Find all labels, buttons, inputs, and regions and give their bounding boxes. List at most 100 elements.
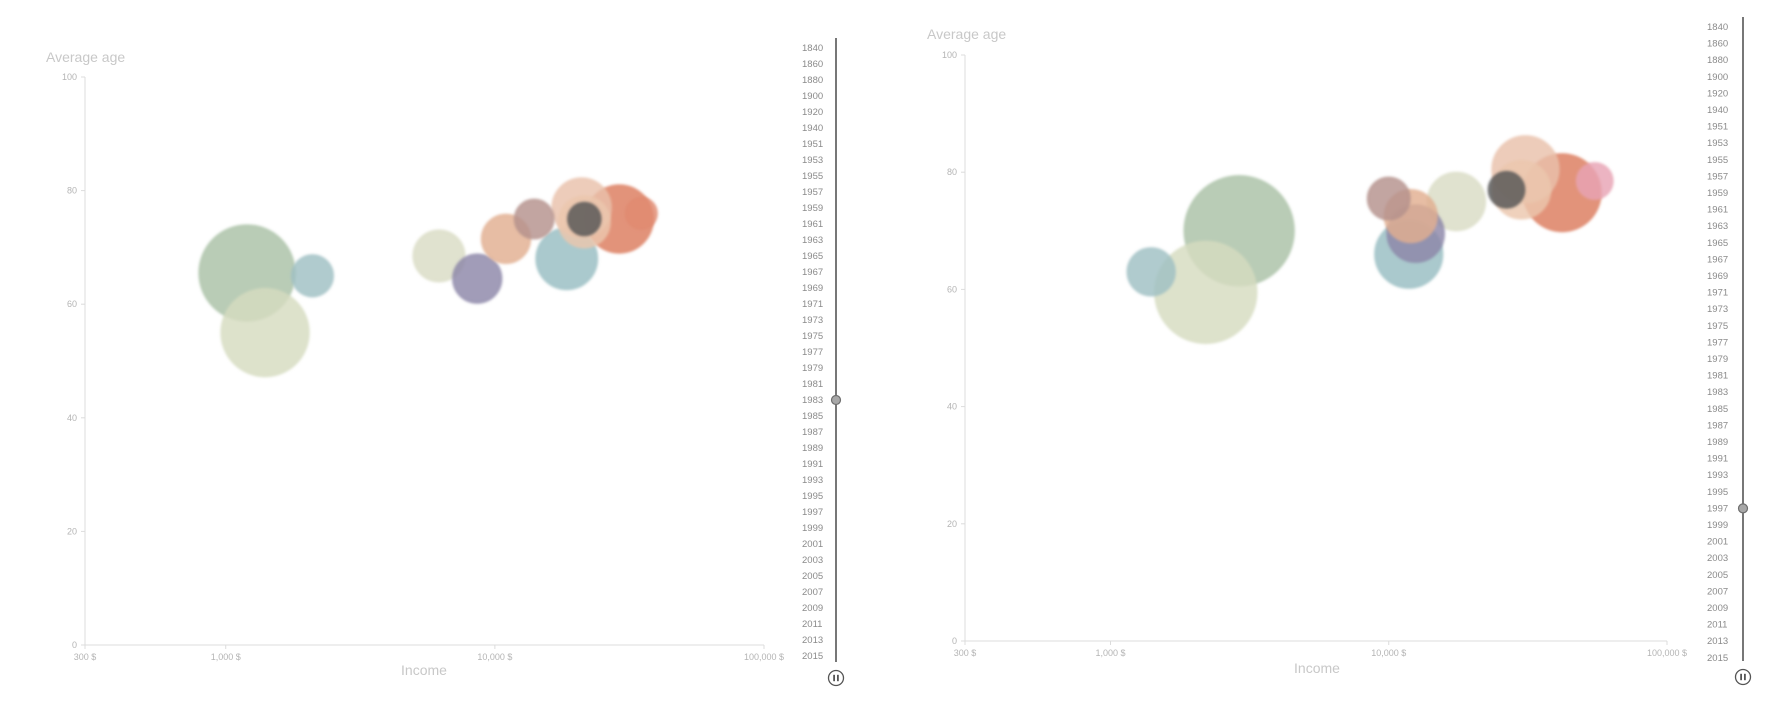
timeline-year-label[interactable]: 1997 [1707, 503, 1728, 514]
timeline-year-label[interactable]: 1961 [802, 219, 823, 230]
timeline-slider-handle[interactable] [830, 394, 842, 406]
y-tick-label: 60 [947, 284, 957, 294]
data-bubble [513, 198, 555, 240]
timeline-year-label[interactable]: 1979 [1707, 354, 1728, 365]
timeline-year-label[interactable]: 1840 [802, 43, 823, 54]
timeline-year-label[interactable]: 1860 [802, 59, 823, 70]
timeline-year-label[interactable]: 1967 [1707, 254, 1728, 265]
timeline-year-label[interactable]: 1971 [1707, 288, 1728, 299]
timeline-year-label[interactable]: 1920 [802, 107, 823, 118]
timeline-year-label[interactable]: 2013 [1707, 636, 1728, 647]
timeline-year-label[interactable]: 1989 [1707, 437, 1728, 448]
timeline-year-label[interactable]: 1977 [802, 347, 823, 358]
x-axis-title: Income [401, 662, 447, 678]
timeline-year-label[interactable]: 1920 [1707, 88, 1728, 99]
timeline-year-label[interactable]: 1987 [1707, 420, 1728, 431]
timeline-year-label[interactable]: 2005 [1707, 570, 1728, 581]
timeline-year-label[interactable]: 2011 [802, 619, 822, 630]
timeline-year-label[interactable]: 1940 [802, 123, 823, 134]
pause-icon [1744, 673, 1746, 681]
timeline-year-label[interactable]: 1840 [1707, 22, 1728, 33]
timeline-year-label[interactable]: 2003 [1707, 553, 1728, 564]
pause-button-ring[interactable] [1734, 668, 1752, 686]
timeline-year-label[interactable]: 1957 [1707, 171, 1728, 182]
timeline-year-label[interactable]: 1973 [802, 315, 823, 326]
timeline-year-label[interactable]: 1983 [1707, 387, 1728, 398]
timeline-year-label[interactable]: 1955 [1707, 155, 1728, 166]
timeline-slider-handle[interactable] [1737, 503, 1749, 514]
chart-panel-left: 0 20 40 60 80 100 300 $ 1,000 $ 10,000 $ 100,000 … [0, 0, 880, 708]
timeline-year-label[interactable]: 2007 [1707, 586, 1728, 597]
timeline-year-label[interactable]: 1989 [802, 443, 823, 454]
timeline-year-label[interactable]: 1991 [1707, 454, 1728, 465]
timeline-year-label[interactable]: 1900 [802, 91, 823, 102]
y-tick-label: 0 [952, 636, 957, 646]
pause-button[interactable] [1734, 668, 1752, 686]
timeline-year-label[interactable]: 1963 [1707, 221, 1728, 232]
data-bubble [1575, 161, 1614, 201]
timeline-year-label[interactable]: 1985 [802, 411, 823, 422]
timeline-year-label[interactable]: 1969 [802, 283, 823, 294]
timeline-year-label[interactable]: 1977 [1707, 337, 1728, 348]
timeline-year-label[interactable]: 1965 [1707, 238, 1728, 249]
timeline-year-label[interactable]: 1971 [802, 299, 823, 310]
timeline-year-label[interactable]: 1981 [1707, 371, 1728, 382]
timeline-year-label[interactable]: 2003 [802, 555, 823, 566]
timeline-year-label[interactable]: 1880 [802, 75, 823, 86]
timeline-year-label[interactable]: 1940 [1707, 105, 1728, 116]
pause-button[interactable] [827, 669, 845, 687]
timeline-year-label[interactable]: 1969 [1707, 271, 1728, 282]
timeline-year-label[interactable]: 1987 [802, 427, 823, 438]
timeline-year-label[interactable]: 2009 [802, 603, 823, 614]
timeline-year-label[interactable]: 1999 [802, 523, 823, 534]
timeline-year-label[interactable]: 1999 [1707, 520, 1728, 531]
pause-button-ring[interactable] [827, 669, 845, 687]
timeline-year-label[interactable]: 1995 [802, 491, 823, 502]
timeline-year-label[interactable]: 1959 [1707, 188, 1728, 199]
timeline-year-label[interactable]: 1985 [1707, 404, 1728, 415]
timeline-year-label[interactable]: 1991 [802, 459, 823, 470]
timeline-year-label[interactable]: 2013 [802, 635, 823, 646]
timeline-year-label[interactable]: 1953 [802, 155, 823, 166]
timeline-year-label[interactable]: 1981 [802, 379, 823, 390]
timeline-year-label[interactable]: 2011 [1707, 620, 1727, 631]
timeline-year-label[interactable]: 2001 [1707, 537, 1728, 548]
timeline-year-label[interactable]: 2015 [1707, 653, 1728, 664]
timeline-year-label[interactable]: 1993 [1707, 470, 1728, 481]
timeline-year-label[interactable]: 1951 [1707, 122, 1728, 133]
timeline-year-label[interactable]: 1973 [1707, 304, 1728, 315]
timeline-year-label[interactable]: 1957 [802, 187, 823, 198]
y-tick-label: 80 [947, 167, 957, 177]
timeline-year-label[interactable]: 2009 [1707, 603, 1728, 614]
timeline-year-label[interactable]: 2015 [802, 651, 823, 662]
bubble-chart: 0 20 40 60 80 100 300 $ 1,000 $ 10,000 $ 100,000 … [46, 38, 845, 687]
timeline-year-label[interactable]: 1983 [802, 395, 823, 406]
timeline-year-label[interactable]: 2007 [802, 587, 823, 598]
timeline-year-label[interactable]: 1967 [802, 267, 823, 278]
timeline-year-label[interactable]: 1860 [1707, 39, 1728, 50]
timeline-year-label[interactable]: 1900 [1707, 72, 1728, 83]
timeline-year-label[interactable]: 1959 [802, 203, 823, 214]
timeline-year-label[interactable]: 1955 [802, 171, 823, 182]
timeline-year-label[interactable]: 1880 [1707, 55, 1728, 66]
y-tick-label: 20 [67, 526, 77, 536]
timeline-year-label[interactable]: 1951 [802, 139, 823, 150]
data-bubble [1126, 246, 1177, 297]
timeline-year-label[interactable]: 1965 [802, 251, 823, 262]
y-tick-label: 80 [67, 186, 77, 196]
timeline-year-label[interactable]: 1961 [1707, 205, 1728, 216]
timeline-year-label[interactable]: 1953 [1707, 138, 1728, 149]
x-tick-label: 300 $ [954, 648, 977, 658]
timeline-year-label[interactable]: 2005 [802, 571, 823, 582]
timeline-year-label[interactable]: 1979 [802, 363, 823, 374]
timeline-year-label[interactable]: 1997 [802, 507, 823, 518]
timeline-year-label[interactable]: 2001 [802, 539, 823, 550]
timeline-year-label[interactable]: 1995 [1707, 487, 1728, 498]
bubble-chart: 0 20 40 60 80 100 300 $ 1,000 $ 10,000 $ 100,000 … [927, 17, 1752, 686]
y-tick-label: 100 [942, 50, 957, 60]
timeline-year-label[interactable]: 1993 [802, 475, 823, 486]
timeline-year-label[interactable]: 1975 [802, 331, 823, 342]
timeline-year-label[interactable]: 1975 [1707, 321, 1728, 332]
y-axis-title: Average age [927, 26, 1006, 42]
timeline-year-label[interactable]: 1963 [802, 235, 823, 246]
